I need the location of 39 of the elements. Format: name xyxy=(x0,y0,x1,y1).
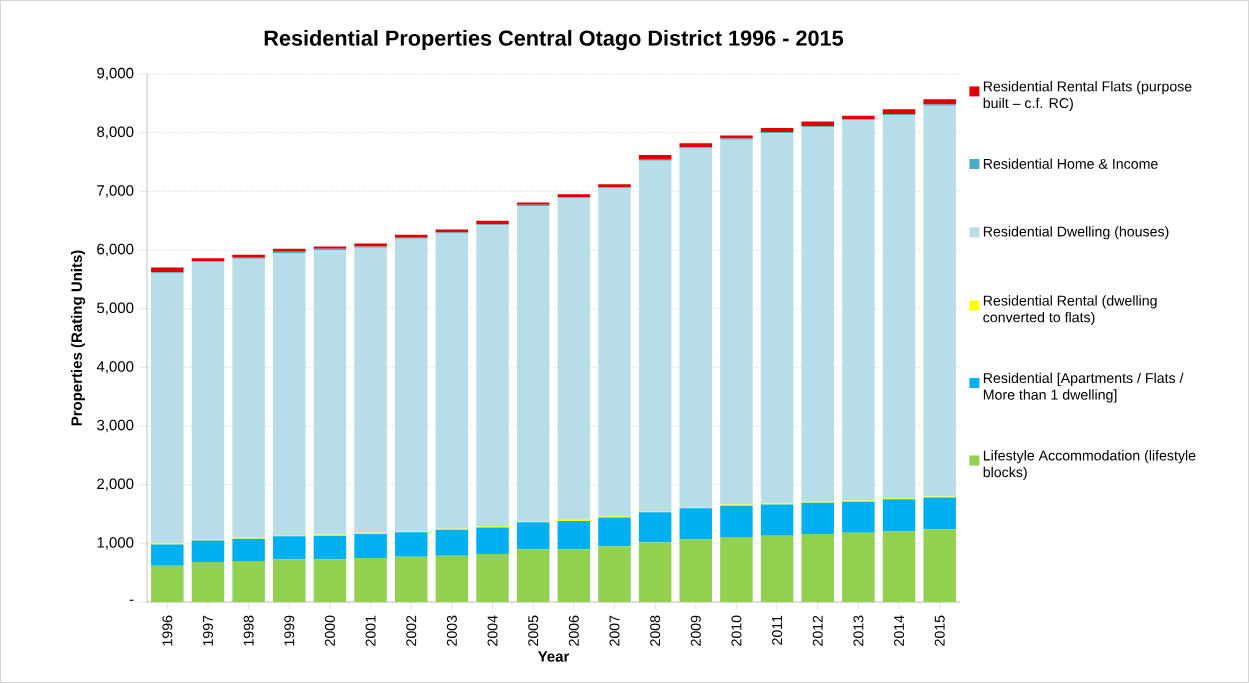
x-tick-label: 1998 xyxy=(243,615,254,646)
x-tick-label: 1996 xyxy=(162,615,173,646)
x-axis-title: Year xyxy=(537,651,570,662)
y-tick-label: 2,000 xyxy=(97,478,134,491)
x-tick-label: 1999 xyxy=(284,615,295,646)
x-tick-label: 2009 xyxy=(690,615,701,646)
y-tick-label: 4,000 xyxy=(96,361,134,374)
x-tick-label: 2002 xyxy=(406,615,417,646)
x-tick-label: 2008 xyxy=(650,615,661,646)
legend-label: Residential Rental Flats (purpose built – c.f. RC) xyxy=(983,81,1192,111)
legend-label: Residential Dwelling (houses) xyxy=(983,226,1169,240)
chart-title: Residential Properties Central Otago District 1996 - 2015 xyxy=(264,29,844,51)
y-tick-label: 8,000 xyxy=(97,126,134,139)
y-tick-label: 6,000 xyxy=(97,243,134,257)
x-tick-label: 2014 xyxy=(894,615,905,646)
x-tick-label: 2012 xyxy=(812,615,823,646)
x-tick-label: 2001 xyxy=(365,615,376,646)
x-tick-label: 2006 xyxy=(568,615,579,646)
x-tick-label: 1997 xyxy=(202,615,213,646)
x-tick-label: 2011 xyxy=(772,615,783,645)
x-tick-label: 2005 xyxy=(528,615,539,646)
x-tick-label: 2004 xyxy=(487,615,498,646)
x-tick-label: 2007 xyxy=(609,615,620,646)
legend-label: Lifestyle Accommodation (lifestyle blocks) xyxy=(983,450,1196,480)
y-axis-title: Properties (Rating Units) xyxy=(70,250,86,426)
y-tick-label: 3,000 xyxy=(97,419,134,433)
legend-label: Residential Home & Income xyxy=(983,158,1158,169)
y-tick-label: 1,000 xyxy=(97,537,134,550)
y-tick-label: - xyxy=(129,599,134,601)
x-tick-label: 2013 xyxy=(853,615,864,646)
x-tick-label: 2015 xyxy=(934,615,945,646)
x-tick-label: 2003 xyxy=(446,615,457,646)
legend-label: Residential Rental (dwelling converted to flats) xyxy=(983,295,1157,326)
x-tick-label: 2010 xyxy=(731,615,742,646)
y-tick-label: 9,000 xyxy=(97,67,134,81)
legend-label: Residential [Apartments / Flats / More than 1 dwelling] xyxy=(983,372,1184,403)
y-tick-label: 5,000 xyxy=(97,302,134,315)
y-tick-label: 7,000 xyxy=(97,185,134,198)
x-tick-label: 2000 xyxy=(324,615,335,646)
